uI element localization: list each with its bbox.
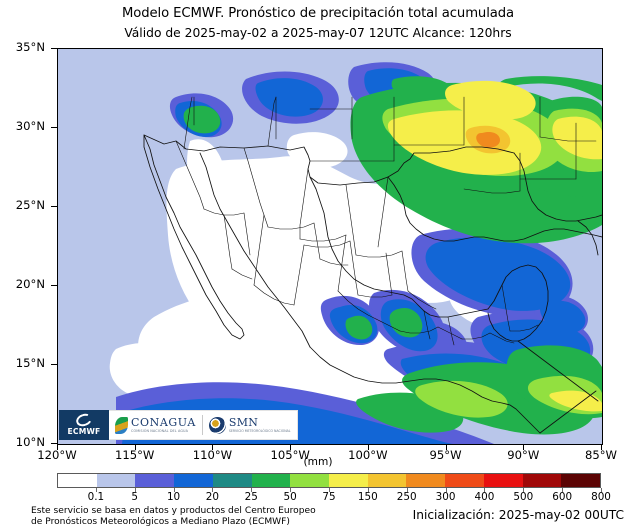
colorbar-segment: [367, 474, 407, 487]
conagua-logo-sublabel: COMISIÓN NACIONAL DEL AGUA: [131, 428, 189, 433]
colorbar-segment: [135, 474, 175, 487]
colorbar-tick-label: 25: [244, 491, 258, 503]
x-axis-tick-mark: [212, 444, 214, 450]
colorbar-tick-label: 10: [166, 491, 181, 503]
colorbar-tick-mark: [445, 488, 447, 492]
x-axis-tick-mark: [57, 444, 58, 450]
x-axis-tick-mark: [134, 444, 136, 450]
x-axis-tick-label: 90°W: [507, 448, 540, 462]
colorbar-tick-label: 75: [322, 491, 336, 503]
colorbar-tick-label: 500: [513, 491, 534, 503]
colorbar-segment: [561, 474, 601, 487]
y-axis-tick-label: 20°N: [15, 277, 45, 291]
logo-divider: [201, 415, 203, 435]
y-axis-tick-mark: [51, 127, 57, 128]
y-axis-tick-mark: [51, 285, 57, 286]
smn-logo-label: SMN: [228, 416, 259, 430]
y-axis-tick-label: 15°N: [15, 356, 45, 370]
x-axis-tick-label: 105°W: [270, 448, 310, 462]
colorbar-tick-mark: [484, 488, 486, 492]
colorbar-tick-mark: [134, 488, 136, 492]
colorbar-tick-mark: [367, 488, 369, 492]
colorbar-tick-mark: [562, 488, 564, 492]
x-axis-tick-mark: [290, 444, 292, 450]
colorbar-segment: [445, 474, 484, 487]
page-title: Modelo ECMWF. Pronóstico de precipitació…: [122, 6, 514, 21]
colorbar-tick-label: 20: [205, 491, 220, 503]
colorbar-tick-label: 0.1: [87, 491, 105, 503]
x-axis-tick-label: 85°W: [584, 448, 617, 462]
initialization-label: Inicialización: 2025-may-02 00UTC: [412, 508, 624, 522]
page-subtitle: Válido de 2025-may-02 a 2025-may-07 12UT…: [124, 26, 512, 40]
colorbar-tick-mark: [212, 488, 214, 492]
x-axis-tick-mark: [601, 444, 602, 450]
agency-logos: CONAGUA COMISIÓN NACIONAL DEL AGUA SMN S…: [109, 410, 298, 440]
x-axis-tick-label: 120°W: [37, 448, 77, 462]
ecmwf-logo: ECMWF: [59, 410, 109, 440]
colorbar-segment: [483, 474, 523, 487]
conagua-mark-icon: [115, 416, 128, 434]
colorbar-tick-label: 600: [552, 491, 573, 503]
y-axis-tick-label: 35°N: [15, 40, 45, 54]
x-axis-tick-mark: [445, 444, 447, 450]
smn-logo: SMN SERVICIO METEOROLÓGICO NACIONAL: [208, 416, 291, 434]
logo-bar: ECMWF CONAGUA COMISIÓN NACIONAL DEL AGUA…: [59, 410, 298, 440]
disclaimer-line-2: de Pronósticos Meteorológicos a Mediano …: [31, 517, 290, 528]
colorbar-ticks: 0.1 5 10 20 25 50 75 150 250 300 400 500 600 800: [57, 488, 611, 503]
colorbar-segment: [522, 474, 562, 487]
colorbar-tick-label: 150: [357, 491, 378, 503]
precipitation-field: [58, 49, 602, 444]
colorbar-segment: [406, 474, 446, 487]
colorbar-segment: [290, 474, 330, 487]
conagua-logo: CONAGUA COMISIÓN NACIONAL DEL AGUA: [115, 416, 196, 434]
y-axis-tick-label: 25°N: [15, 198, 45, 212]
colorbar-segment: [174, 474, 213, 487]
x-axis-tick-label: 115°W: [115, 448, 155, 462]
colorbar-tick-label: 800: [591, 491, 611, 503]
y-axis-tick-mark: [51, 364, 57, 365]
colorbar-segment: [58, 474, 97, 487]
colorbar: [57, 473, 601, 488]
smn-logo-sublabel: SERVICIO METEOROLÓGICO NACIONAL: [228, 428, 291, 433]
colorbar-tick-mark: [601, 488, 602, 492]
ecmwf-glyph-icon: [74, 411, 94, 429]
x-axis-tick-label: 95°W: [429, 448, 462, 462]
ecmwf-logo-label: ECMWF: [67, 427, 101, 436]
disclaimer-line-1: Este servicio se basa en datos y product…: [31, 506, 316, 516]
y-axis-tick-label: 30°N: [15, 119, 45, 133]
map-plot-area: [57, 48, 603, 445]
colorbar-tick-label: 50: [283, 491, 297, 503]
colorbar-tick-mark: [290, 488, 292, 492]
y-axis-tick-mark: [51, 48, 57, 49]
colorbar-tick-mark: [523, 488, 525, 492]
colorbar-tick-label: 250: [396, 491, 417, 503]
colorbar-tick-mark: [329, 488, 330, 492]
y-axis-tick-mark: [51, 443, 57, 444]
colorbar-tick-mark: [406, 488, 408, 492]
y-axis-tick-mark: [51, 206, 57, 207]
colorbar-segment: [251, 474, 291, 487]
colorbar-segment: [212, 474, 252, 487]
x-axis-tick-label: 100°W: [348, 448, 388, 462]
conagua-logo-label: CONAGUA: [131, 416, 196, 429]
colorbar-tick-label: 300: [435, 491, 456, 503]
colorbar-tick-mark: [173, 488, 175, 492]
colorbar-tick-label: 400: [474, 491, 495, 503]
colorbar-tick-label: 5: [131, 491, 139, 503]
colorbar-segment: [96, 474, 136, 487]
y-axis-tick-label: 10°N: [15, 435, 45, 449]
disclaimer-text: Este servicio se basa en datos y product…: [31, 506, 361, 529]
smn-mark-icon: [208, 416, 226, 434]
colorbar-segment: [329, 474, 368, 487]
colorbar-unit-label: (mm): [303, 456, 333, 468]
x-axis-tick-label: 110°W: [192, 448, 233, 462]
x-axis-tick-mark: [367, 444, 369, 450]
colorbar-tick-mark: [251, 488, 253, 492]
colorbar-tick-mark: [95, 488, 97, 492]
x-axis-tick-mark: [523, 444, 525, 450]
